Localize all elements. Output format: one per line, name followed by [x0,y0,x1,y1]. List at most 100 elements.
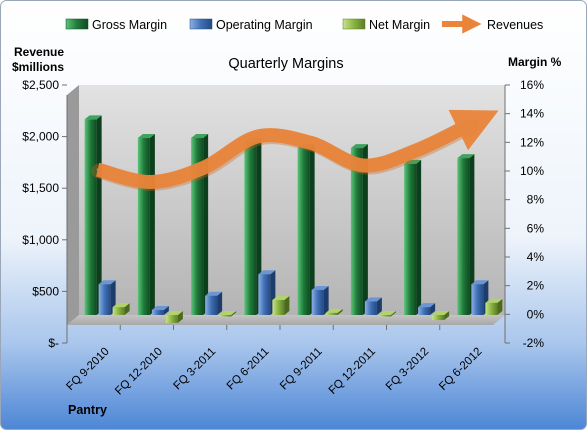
revenue-point [416,149,419,152]
right-tick-label: 12% [520,135,544,149]
bar-top-operating-margin [258,270,276,275]
bar-net-margin [325,312,338,315]
revenue-line [95,109,499,190]
legend: Gross Margin Operating Margin Net Margin… [65,14,543,34]
bar-top-gross-margin [350,144,368,149]
bar-operating-margin [258,274,271,315]
bar-top-net-margin [112,303,130,308]
bar-side-gross-margin [203,134,209,315]
bar-net-margin [112,307,125,315]
bar-side-operating-margin [430,303,436,315]
right-tick-label: 14% [520,107,544,121]
revenue-point [256,135,259,138]
right-axis-ticks: -2% 0% 2% 4% 6% 8% 10% 12% 14% 16% [505,78,544,350]
bar-side-operating-margin [217,291,223,315]
left-tick-label: $- [48,336,59,350]
bar-top-net-margin [378,311,396,315]
right-axis-label: Margin % [508,55,562,69]
bar-operating-margin [151,310,164,315]
bar-top-operating-margin [311,285,329,290]
bar-gross-margin [137,138,150,315]
bar-gross-margin [350,148,363,315]
chart-title: Quarterly Margins [228,56,343,72]
left-axis-ticks: $- $500 $1,000 $1,500 $2,000 $2,500 [22,78,67,350]
bar-side-gross-margin [309,144,315,315]
bar-top-operating-margin [98,280,116,285]
left-tick-label: $2,500 [22,78,59,92]
revenue-point [149,181,152,184]
legend-item-gross-margin: Gross Margin [65,18,167,32]
bar-side-net-margin [231,311,237,317]
legend-swatch-net-margin [342,18,366,30]
bar-gross-margin [404,163,417,315]
bar-operating-margin [98,284,111,315]
bar-side-net-margin [444,311,450,321]
bar-side-gross-margin [416,159,422,315]
revenue-point [362,164,365,167]
bar-top-gross-margin [84,115,102,120]
revenue-point [309,141,312,144]
right-tick-label: 16% [520,78,544,92]
plot-area [79,85,505,315]
bar-gross-margin [457,158,470,315]
bar-net-margin [219,315,232,317]
bar-net-margin [272,300,285,315]
left-tick-label: $1,500 [22,181,59,195]
bar-side-net-margin [390,311,396,317]
revenue-point [469,123,472,126]
legend-label-net-margin: Net Margin [369,18,430,32]
right-tick-label: 10% [520,164,544,178]
bar-side-gross-margin [469,154,475,315]
bar-side-gross-margin [362,144,368,315]
bar-gross-margin [244,142,257,315]
bar-top-operating-margin [471,280,489,285]
bar-top-operating-margin [205,291,223,296]
right-tick-label: 4% [527,250,545,264]
revenue-point [203,166,206,169]
revenue-series [91,109,499,192]
bar-side-operating-margin [323,285,329,315]
bar-side-net-margin [124,303,130,315]
bar-operating-margin [205,295,218,315]
legend-swatch-gross-margin [65,18,89,30]
legend-item-revenues: Revenues [442,14,543,34]
legend-label-gross-margin: Gross Margin [92,18,167,32]
bar-operating-margin [418,307,431,315]
bar-side-operating-margin [163,306,169,315]
bar-operating-margin [471,284,484,315]
bar-side-net-margin [497,298,503,315]
bar-side-net-margin [284,296,290,315]
bar-top-net-margin [219,311,237,315]
right-tick-label: 0% [527,307,545,321]
legend-label-revenues: Revenues [487,18,543,32]
bar-top-gross-margin [191,134,209,139]
left-axis-label-line1: Revenue [14,45,64,59]
left-axis-label-line2: $millions [12,60,64,74]
bar-top-gross-margin [457,154,475,159]
bars [84,115,503,323]
bar-top-operating-margin [364,297,382,302]
bar-top-net-margin [432,311,450,315]
left-tick-label: $1,000 [22,233,59,247]
bar-side-net-margin [177,311,183,323]
bar-net-margin [378,315,391,317]
footer-label: Pantry [68,403,107,417]
bar-operating-margin [364,301,377,315]
bar-net-margin [165,315,178,323]
legend-swatch-operating-margin [189,18,213,30]
right-tick-label: 2% [527,279,545,293]
bar-side-gross-margin [149,134,155,315]
bar-top-net-margin [165,311,183,315]
right-tick-label: 6% [527,221,545,235]
bar-top-net-margin [325,308,343,313]
bar-gross-margin [84,119,97,316]
bar-net-margin [485,302,498,315]
bar-top-operating-margin [418,303,436,308]
right-tick-label: 8% [527,193,545,207]
plot-left-wall [67,85,79,325]
bar-net-margin [432,315,445,321]
legend-item-operating-margin: Operating Margin [189,18,313,32]
bar-side-gross-margin [256,138,262,315]
